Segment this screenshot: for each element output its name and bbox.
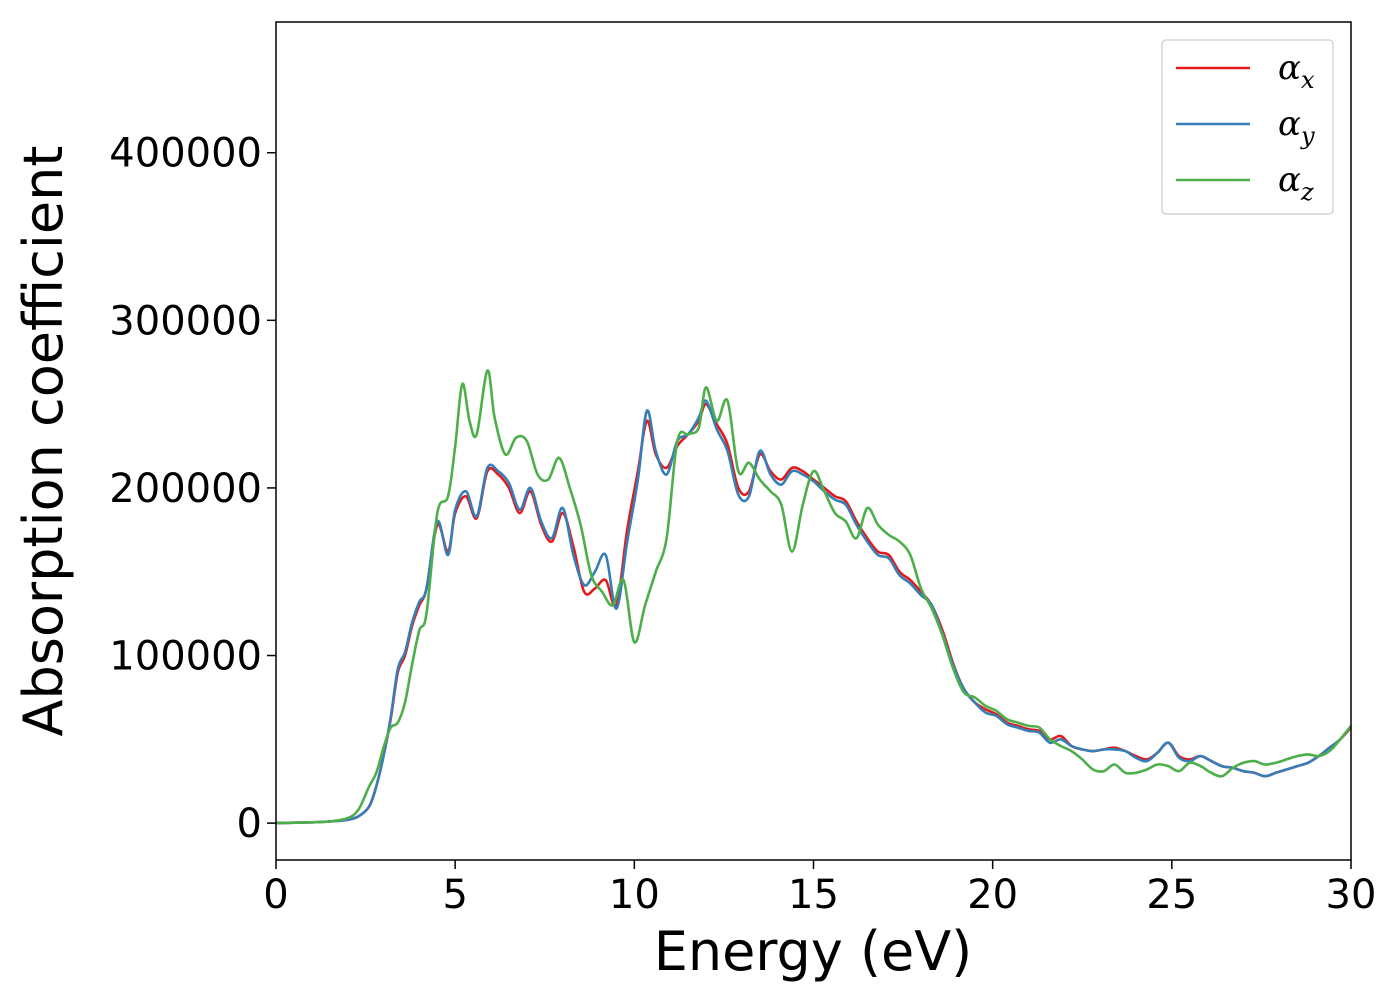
y-tick-label: 200000 (109, 466, 262, 512)
y-tick-label: 100000 (109, 634, 262, 680)
x-axis-label: Energy (eV) (654, 920, 973, 983)
x-tick-label: 15 (788, 872, 839, 918)
legend-box (1161, 39, 1334, 215)
series-line-alpha-y (275, 399, 1353, 825)
y-axis-ticks: 0 100000 200000 300000 400000 (109, 131, 276, 847)
series-line-alpha-z (275, 369, 1353, 825)
x-tick-label: 5 (442, 872, 467, 918)
x-tick-label: 25 (1146, 872, 1197, 918)
y-tick-label: 400000 (109, 131, 262, 177)
x-tick-label: 10 (609, 872, 660, 918)
y-axis-label: Absorption coefficient (12, 146, 75, 737)
x-axis-ticks: 0 5 10 15 20 25 30 (263, 860, 1376, 918)
y-tick-label: 300000 (109, 298, 262, 344)
x-tick-label: 20 (967, 872, 1018, 918)
y-tick-label: 0 (237, 801, 262, 847)
series-lines (275, 369, 1353, 825)
x-tick-label: 0 (263, 872, 288, 918)
x-tick-label: 30 (1326, 872, 1377, 918)
